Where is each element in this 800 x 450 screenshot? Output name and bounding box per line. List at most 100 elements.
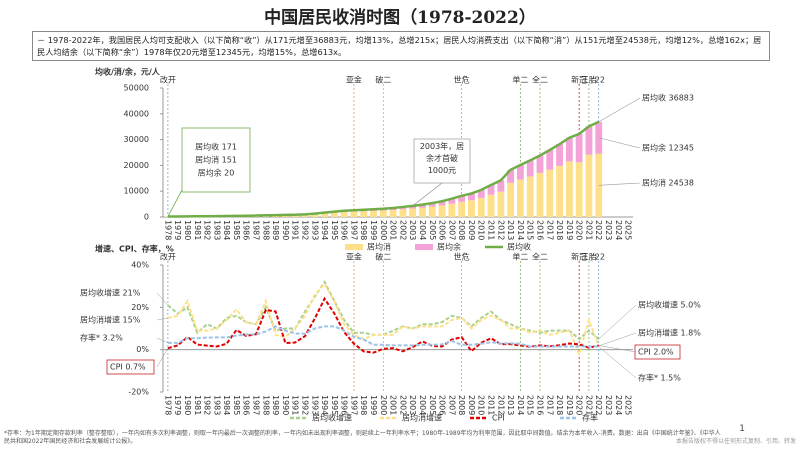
x-tick-label: 2017: [545, 220, 554, 240]
event-label: 全二: [532, 252, 548, 262]
bar: [419, 204, 426, 208]
x-tick-label: 2013: [506, 220, 515, 240]
end-pointer: [598, 182, 641, 186]
legend-label: 居均收增速: [312, 413, 352, 423]
x-tick-label: 1994: [320, 395, 329, 415]
legend-label: 居均消: [367, 242, 391, 252]
x-tick-label: 1986: [242, 220, 251, 240]
x-tick-label: 2007: [447, 220, 456, 240]
annotation-text: 2003年，居余才首破1000元: [419, 142, 465, 175]
bar: [399, 209, 407, 217]
bar: [507, 169, 515, 183]
bar: [595, 121, 603, 154]
x-tick-label: 1995: [330, 395, 339, 415]
x-tick-label: 2006: [438, 395, 447, 415]
event-label: 单二: [512, 252, 528, 262]
y-tick-label: -20%: [128, 388, 149, 397]
line: [167, 325, 599, 348]
start-label: 居均收 171: [195, 142, 237, 152]
x-tick-label: 2017: [545, 395, 554, 415]
x-tick-label: 1990: [281, 220, 290, 240]
bar: [428, 203, 436, 207]
bar: [321, 213, 328, 217]
bar: [565, 161, 573, 217]
start-label: 居均收增速 21%: [80, 288, 141, 298]
x-tick-label: 1991: [291, 395, 300, 415]
bar: [301, 214, 309, 217]
x-tick-label: 2021: [584, 220, 593, 240]
x-tick-label: 2014: [516, 395, 525, 415]
title: 中国居民收消时图（1978-2022）: [264, 8, 536, 28]
x-tick-label: 1992: [300, 395, 309, 415]
x-tick-label: 1985: [232, 220, 241, 240]
x-tick-label: 1982: [203, 395, 212, 415]
page-number: 1: [739, 424, 745, 434]
x-tick-label: 2020: [575, 395, 584, 415]
end-pointer: [598, 97, 641, 123]
x-tick-label: 1999: [369, 395, 378, 415]
x-tick-label: 2024: [614, 220, 623, 240]
event-label: 新冠: [571, 252, 587, 262]
x-tick-label: 1980: [183, 395, 192, 415]
legend-label: 居均消增速: [402, 413, 442, 423]
event-label: '22: [593, 76, 605, 85]
x-tick-label: 1988: [261, 220, 270, 240]
event-label: 单二: [512, 75, 528, 85]
x-tick-label: 1987: [252, 395, 261, 415]
bar: [360, 211, 368, 217]
x-tick-label: 2022: [594, 395, 603, 415]
annotation-pointer: [412, 182, 443, 207]
bar: [536, 155, 544, 173]
event-label: 亚金: [346, 75, 362, 85]
bar: [340, 211, 348, 217]
event-label: 三胎: [581, 75, 597, 85]
x-tick-label: 2023: [604, 220, 613, 240]
bar: [379, 210, 387, 217]
x-tick-label: 1996: [340, 395, 349, 415]
bar: [585, 126, 593, 155]
bar: [556, 144, 563, 166]
x-tick-label: 2005: [428, 395, 437, 415]
bar: [468, 200, 475, 217]
bar: [291, 215, 299, 217]
x-tick-label: 2021: [584, 395, 593, 415]
line: [167, 120, 600, 218]
x-tick-label: 1984: [222, 395, 231, 415]
event-label: 新冠: [571, 75, 587, 85]
x-tick-label: 2004: [418, 395, 427, 415]
start-label: CPI 0.7%: [110, 363, 146, 372]
x-tick-label: 1980: [183, 220, 192, 240]
x-tick-label: 2004: [418, 220, 427, 240]
start-pointer: [156, 317, 168, 321]
x-tick-label: 1999: [369, 220, 378, 240]
x-tick-label: 1994: [320, 220, 329, 240]
x-tick-label: 1984: [222, 220, 231, 240]
bar: [458, 201, 466, 217]
x-tick-label: 2000: [379, 220, 388, 240]
x-tick-label: 1978: [163, 220, 172, 240]
event-label: 世危: [454, 75, 470, 85]
x-tick-label: 1981: [193, 220, 202, 240]
bar: [526, 160, 534, 177]
bar: [487, 185, 495, 195]
x-tick-label: 1987: [252, 220, 261, 240]
x-tick-label: 2010: [477, 395, 486, 415]
line: [167, 296, 599, 354]
bar: [497, 191, 505, 217]
y-tick-label: 10000: [124, 187, 149, 196]
y-tick-label: 40%: [131, 261, 149, 270]
x-tick-label: 2008: [457, 395, 466, 415]
x-tick-label: 1989: [271, 220, 280, 240]
x-tick-label: 2019: [565, 395, 574, 415]
x-tick-label: 2000: [379, 395, 388, 415]
bar: [448, 203, 456, 217]
event-label: 破二: [375, 252, 391, 262]
bar: [556, 165, 563, 217]
bar: [311, 214, 319, 217]
bar: [585, 154, 593, 217]
line: [167, 282, 600, 357]
x-tick-label: 2023: [604, 395, 613, 415]
event-label: 世危: [454, 252, 470, 262]
bar: [546, 169, 554, 217]
y-tick-label: 20%: [131, 303, 149, 312]
